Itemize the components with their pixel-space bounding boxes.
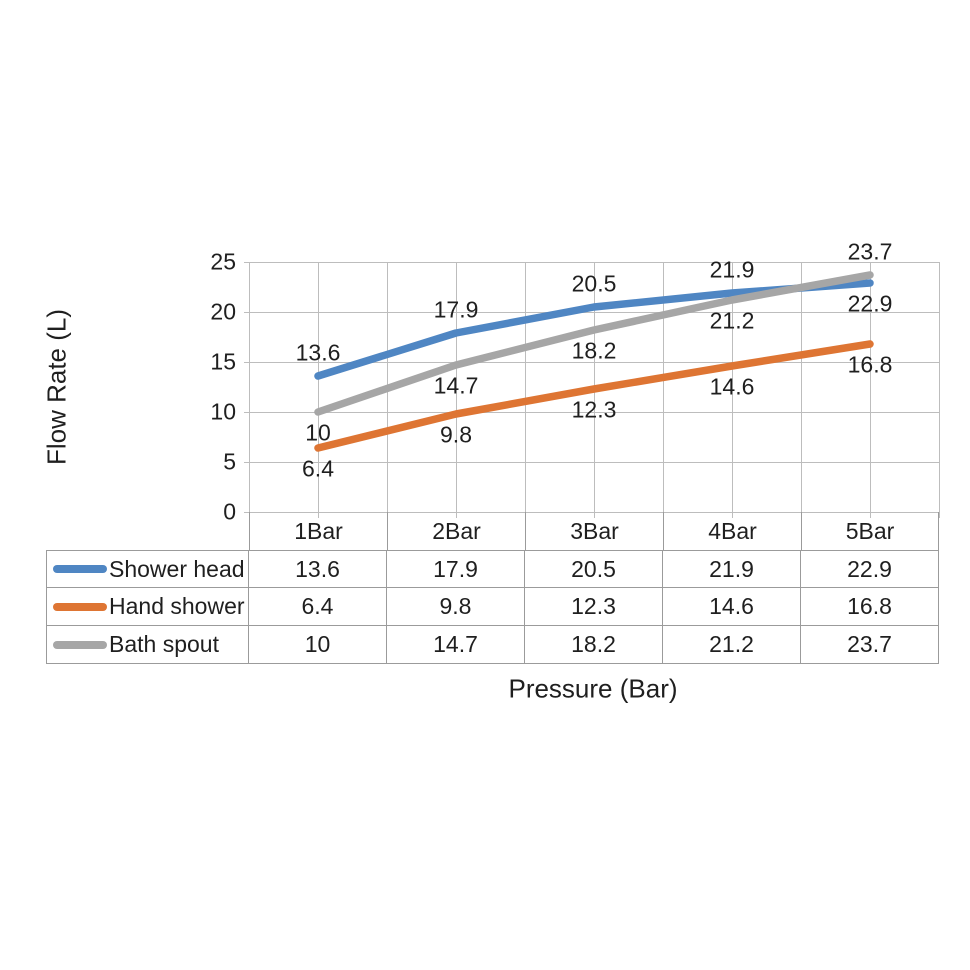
- category-label: 2Bar: [387, 512, 525, 550]
- legend-swatch-shower-head: [53, 565, 107, 573]
- legend-cell-hand-shower: Hand shower: [46, 588, 249, 626]
- y-tick-label: 15: [210, 348, 236, 375]
- gridline-vertical: [870, 262, 871, 518]
- data-label-shower-head: 17.9: [433, 296, 479, 323]
- data-label-hand-shower: 9.8: [440, 421, 472, 448]
- table-value-bath-spout-1Bar: 10: [249, 626, 387, 664]
- table-value-bath-spout-4Bar: 21.2: [663, 626, 801, 664]
- table-value-hand-shower-1Bar: 6.4: [249, 588, 387, 626]
- table-value-shower-head-1Bar: 13.6: [249, 550, 387, 588]
- gridline-vertical: [318, 262, 319, 518]
- y-tick-label: 20: [210, 298, 236, 325]
- gridline-vertical: [732, 262, 733, 518]
- data-label-bath-spout: 18.2: [571, 337, 617, 364]
- gridline-horizontal: [244, 312, 939, 313]
- x-axis-title: Pressure (Bar): [508, 673, 678, 704]
- data-label-shower-head: 13.6: [295, 339, 341, 366]
- table-value-hand-shower-3Bar: 12.3: [525, 588, 663, 626]
- y-tick-label: 5: [223, 448, 236, 475]
- data-label-bath-spout: 14.7: [433, 372, 479, 399]
- data-label-hand-shower: 6.4: [302, 455, 334, 482]
- gridline-horizontal: [244, 512, 939, 513]
- gridline-horizontal: [244, 412, 939, 413]
- gridline-vertical: [249, 262, 250, 518]
- gridline-vertical: [801, 262, 802, 518]
- data-label-bath-spout: 21.2: [709, 307, 755, 334]
- table-value-hand-shower-4Bar: 14.6: [663, 588, 801, 626]
- data-label-shower-head: 21.9: [709, 256, 755, 283]
- table-value-shower-head-2Bar: 17.9: [387, 550, 525, 588]
- series-lines: [314, 271, 874, 452]
- legend-label-hand-shower: Hand shower: [109, 593, 245, 619]
- legend-swatch-hand-shower: [53, 602, 107, 611]
- gridline-horizontal: [244, 262, 939, 263]
- gridline-vertical: [456, 262, 457, 518]
- series-line-hand-shower: [314, 340, 874, 452]
- data-label-hand-shower: 14.6: [709, 373, 755, 400]
- y-tick-label: 0: [223, 498, 236, 525]
- legend-label-bath-spout: Bath spout: [109, 631, 219, 657]
- table-value-shower-head-4Bar: 21.9: [663, 550, 801, 588]
- category-label: 1Bar: [249, 512, 387, 550]
- data-label-hand-shower: 16.8: [847, 351, 893, 378]
- table-value-hand-shower-5Bar: 16.8: [801, 588, 939, 626]
- data-label-hand-shower: 12.3: [571, 396, 617, 423]
- legend-label-shower-head: Shower head: [109, 555, 245, 582]
- table-value-shower-head-5Bar: 22.9: [801, 550, 939, 588]
- category-label: 5Bar: [801, 512, 939, 550]
- data-label-shower-head: 22.9: [847, 290, 893, 317]
- y-axis-tick-labels: 0 5 10 15 20 25: [0, 0, 236, 970]
- table-value-shower-head-3Bar: 20.5: [525, 550, 663, 588]
- category-label: 3Bar: [525, 512, 663, 550]
- table-value-bath-spout-2Bar: 14.7: [387, 626, 525, 664]
- legend-cell-bath-spout: Bath spout: [46, 626, 249, 664]
- data-label-shower-head: 20.5: [571, 270, 617, 297]
- table-value-bath-spout-3Bar: 18.2: [525, 626, 663, 664]
- y-tick-label: 10: [210, 398, 236, 425]
- gridline-vertical: [939, 262, 940, 518]
- series-line-bath-spout: [314, 271, 874, 416]
- legend-swatch-bath-spout: [53, 640, 107, 649]
- table-value-hand-shower-2Bar: 9.8: [387, 588, 525, 626]
- legend-cell-shower-head: Shower head: [46, 550, 249, 588]
- gridline-horizontal: [244, 362, 939, 363]
- gridline-vertical: [525, 262, 526, 518]
- category-label: 4Bar: [663, 512, 801, 550]
- plot-area: 13.6 17.9 20.5 21.9 22.9 6.4 9.8 12.3 14.6 16.8 10…: [244, 240, 940, 518]
- table-value-bath-spout-5Bar: 23.7: [801, 626, 939, 664]
- data-label-bath-spout: 23.7: [847, 238, 893, 265]
- y-tick-label: 25: [210, 248, 236, 275]
- data-label-bath-spout: 10: [305, 419, 331, 446]
- gridline-vertical: [663, 262, 664, 518]
- gridline-horizontal: [244, 462, 939, 463]
